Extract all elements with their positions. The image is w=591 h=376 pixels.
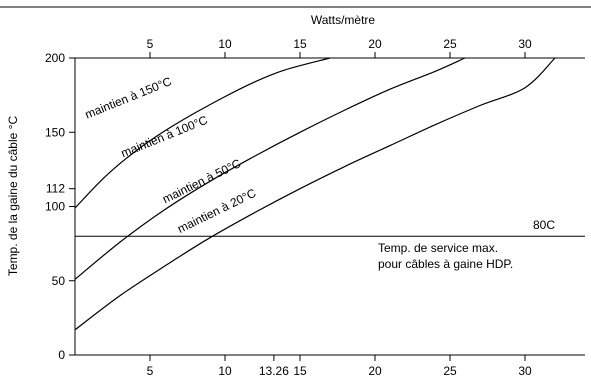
x-tick-bottom-label: 30 bbox=[518, 364, 532, 376]
y-tick-label: 200 bbox=[45, 51, 65, 65]
x-tick-bottom-label: 15 bbox=[293, 364, 307, 376]
series-line-2 bbox=[74, 57, 556, 331]
reference-line-group: 80C Temp. de service max. pour câbles à … bbox=[75, 218, 585, 271]
x-tick-bottom-label: 10 bbox=[218, 364, 232, 376]
curve-label-1: maintien à 100°C bbox=[119, 113, 210, 161]
curves bbox=[74, 57, 556, 331]
x-tick-top-label: 10 bbox=[218, 37, 232, 51]
y-tick-label: 150 bbox=[45, 125, 65, 139]
y-tick-label: 0 bbox=[58, 348, 65, 362]
reference-note-line2: pour câbles à gaine HDP. bbox=[378, 257, 513, 271]
x-tick-top-label: 15 bbox=[293, 37, 307, 51]
y-axis-title: Temp. de la gaine du câble °C bbox=[6, 116, 20, 277]
x-tick-top-label: 5 bbox=[147, 37, 154, 51]
series-line-1 bbox=[74, 57, 466, 280]
axes: 0 50 100 112 150 200 5 10 15 20 25 30 5 10 13.26 15 20 25… bbox=[45, 37, 585, 376]
reference-line-label: 80C bbox=[533, 218, 555, 232]
x-tick-top-label: 25 bbox=[443, 37, 457, 51]
y-tick-label: 50 bbox=[52, 274, 66, 288]
x-axis-title-top: Watts/mètre bbox=[311, 13, 376, 27]
reference-note-line1: Temp. de service max. bbox=[378, 241, 498, 255]
x-tick-bottom-label: 20 bbox=[368, 364, 382, 376]
x-tick-bottom-label: 25 bbox=[443, 364, 457, 376]
x-tick-top-label: 20 bbox=[368, 37, 382, 51]
x-tick-bottom-label: 13.26 bbox=[259, 364, 289, 376]
x-tick-top-label: 30 bbox=[518, 37, 532, 51]
series-line-0 bbox=[74, 57, 331, 209]
y-tick-label: 112 bbox=[46, 182, 65, 196]
y-tick-label: 100 bbox=[45, 200, 65, 214]
curve-label-0: maintien à 150°C bbox=[83, 74, 174, 122]
x-tick-bottom-label: 5 bbox=[147, 364, 154, 376]
